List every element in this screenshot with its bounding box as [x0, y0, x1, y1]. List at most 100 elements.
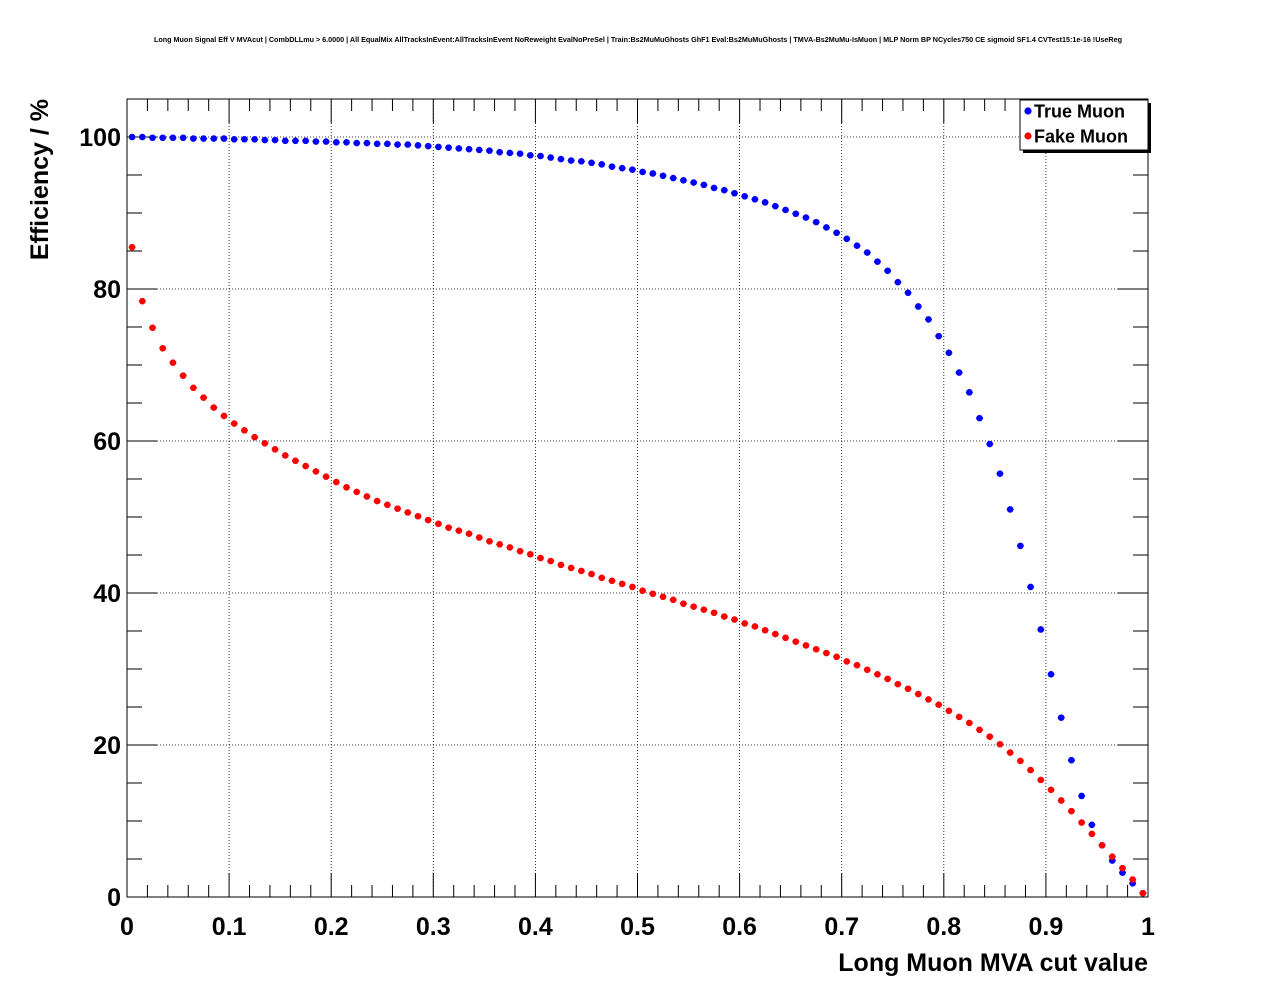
data-point — [394, 505, 401, 512]
legend-marker-fake-muon — [1024, 132, 1032, 140]
data-point — [230, 135, 238, 143]
series-true-muon — [128, 133, 1147, 897]
data-point — [996, 470, 1004, 477]
data-point — [445, 524, 452, 531]
x-tick-label: 1 — [1141, 913, 1155, 941]
data-point — [424, 516, 432, 524]
data-point — [618, 580, 626, 588]
data-point — [833, 653, 840, 661]
data-point — [506, 544, 514, 551]
data-point — [435, 520, 442, 528]
data-point — [874, 258, 881, 265]
data-point — [874, 671, 881, 678]
data-point — [894, 278, 902, 286]
data-point — [751, 196, 759, 203]
data-point — [506, 149, 514, 157]
data-point — [904, 289, 912, 297]
data-point — [179, 372, 187, 379]
data-point — [281, 452, 289, 459]
y-axis-tick-labels: 0 20 40 60 80 100 — [79, 124, 121, 912]
data-point — [1037, 776, 1045, 784]
data-point — [128, 133, 136, 141]
data-point — [772, 202, 779, 210]
data-point — [1057, 797, 1065, 804]
data-point — [812, 645, 820, 653]
data-point — [1006, 506, 1014, 513]
data-point — [598, 161, 606, 168]
data-point — [618, 164, 626, 172]
data-point — [894, 680, 902, 688]
axis-ticks — [126, 98, 1149, 898]
data-point — [761, 199, 769, 206]
data-point — [302, 137, 309, 145]
data-point — [149, 324, 156, 332]
data-point — [159, 134, 167, 142]
data-point — [772, 630, 779, 638]
series-fake-muon — [128, 243, 1147, 897]
data-point — [925, 696, 932, 703]
data-point — [312, 138, 320, 145]
x-tick-label: 0.3 — [416, 913, 451, 941]
data-point — [598, 574, 606, 582]
data-point — [445, 144, 452, 151]
data-point — [853, 242, 861, 249]
data-point — [700, 606, 708, 614]
grid-lines — [127, 99, 1148, 897]
data-point — [976, 414, 983, 422]
data-point — [935, 701, 942, 709]
data-point — [312, 468, 320, 475]
data-point — [567, 564, 575, 572]
y-tick-label: 100 — [79, 124, 121, 152]
data-point — [659, 172, 667, 180]
data-point — [1017, 757, 1024, 765]
data-point — [230, 420, 238, 427]
data-point — [1006, 749, 1014, 756]
data-point — [435, 143, 442, 151]
data-point — [792, 638, 800, 645]
data-point — [966, 389, 973, 396]
y-tick-label: 40 — [93, 580, 121, 608]
data-point — [802, 642, 810, 649]
x-axis-title: Long Muon MVA cut value — [838, 949, 1148, 977]
data-point — [394, 141, 401, 148]
data-point — [190, 384, 197, 392]
data-point — [1078, 819, 1085, 826]
data-point — [863, 666, 871, 674]
data-point — [823, 224, 830, 231]
data-point — [986, 440, 994, 448]
data-point — [455, 145, 463, 152]
data-point — [629, 166, 636, 173]
data-point — [190, 135, 197, 142]
data-point — [649, 590, 657, 598]
data-point — [976, 726, 983, 734]
data-point — [557, 561, 565, 569]
data-point — [363, 139, 371, 147]
x-tick-label: 0.8 — [926, 913, 961, 941]
data-point — [547, 154, 555, 161]
y-tick-label: 80 — [93, 276, 121, 304]
data-point — [986, 733, 994, 740]
data-point — [659, 593, 667, 601]
data-point — [1088, 821, 1096, 829]
data-point — [128, 243, 136, 251]
data-point — [292, 457, 299, 465]
data-point — [669, 596, 677, 604]
data-point — [343, 139, 350, 146]
data-point — [292, 137, 299, 145]
data-point — [526, 550, 534, 558]
x-tick-label: 0.6 — [722, 913, 757, 941]
data-point — [680, 177, 687, 184]
data-point — [802, 214, 810, 221]
data-point — [945, 349, 953, 357]
data-point — [914, 303, 922, 310]
data-point — [1027, 583, 1034, 591]
data-point — [486, 147, 493, 154]
data-point — [169, 359, 177, 367]
x-tick-label: 0.4 — [518, 913, 553, 941]
data-point — [996, 740, 1004, 748]
data-point — [281, 137, 289, 145]
data-point — [251, 135, 258, 143]
data-point — [649, 170, 657, 177]
data-point — [149, 134, 156, 142]
